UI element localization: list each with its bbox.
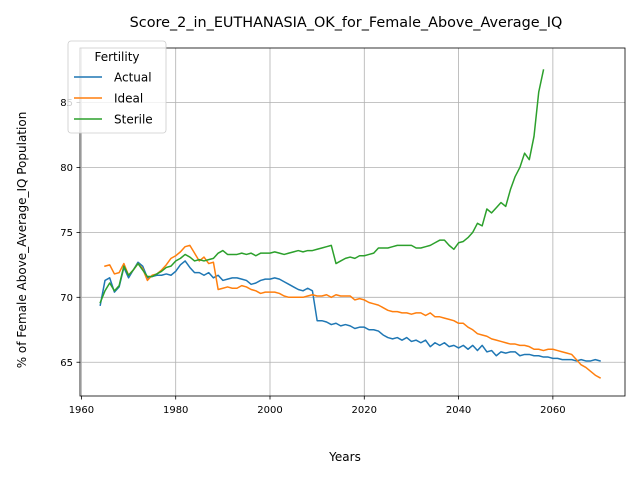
x-tick-label: 2020 — [352, 405, 377, 416]
grid — [80, 48, 625, 396]
y-tick-label: 85 — [60, 98, 73, 109]
x-tick-label: 1980 — [163, 405, 188, 416]
series-lines — [99, 69, 602, 379]
x-tick-label: 2040 — [446, 405, 471, 416]
series-line-sterile — [99, 69, 545, 304]
x-tick-label: 2060 — [540, 405, 565, 416]
plot-frame — [79, 47, 626, 397]
series-line-ideal — [104, 244, 602, 379]
chart-title: Score_2_in_EUTHANASIA_OK_for_Female_Abov… — [130, 15, 563, 31]
x-tick-label: 1960 — [69, 405, 94, 416]
legend-entries: Actual Ideal Sterile — [74, 70, 153, 126]
x-axis-label: Years — [328, 450, 361, 464]
y-tick-label: 65 — [60, 358, 73, 369]
x-tick-label: 2000 — [257, 405, 282, 416]
legend-label-sterile: Sterile — [114, 112, 153, 126]
x-axis: 1960 1980 2000 2020 2040 2060 — [69, 396, 566, 416]
y-tick-label: 80 — [60, 163, 73, 174]
legend-label-ideal: Ideal — [114, 91, 143, 105]
series-line-actual — [99, 260, 601, 362]
y-tick-label: 70 — [60, 293, 73, 304]
legend-title: Fertility — [94, 50, 139, 64]
y-axis-label: % of Female Above_Average_IQ Population — [15, 112, 29, 369]
legend-box — [67, 40, 167, 134]
legend: Fertility Actual Ideal Sterile — [67, 40, 167, 134]
y-tick-label: 75 — [60, 228, 73, 239]
legend-label-actual: Actual — [114, 70, 152, 84]
